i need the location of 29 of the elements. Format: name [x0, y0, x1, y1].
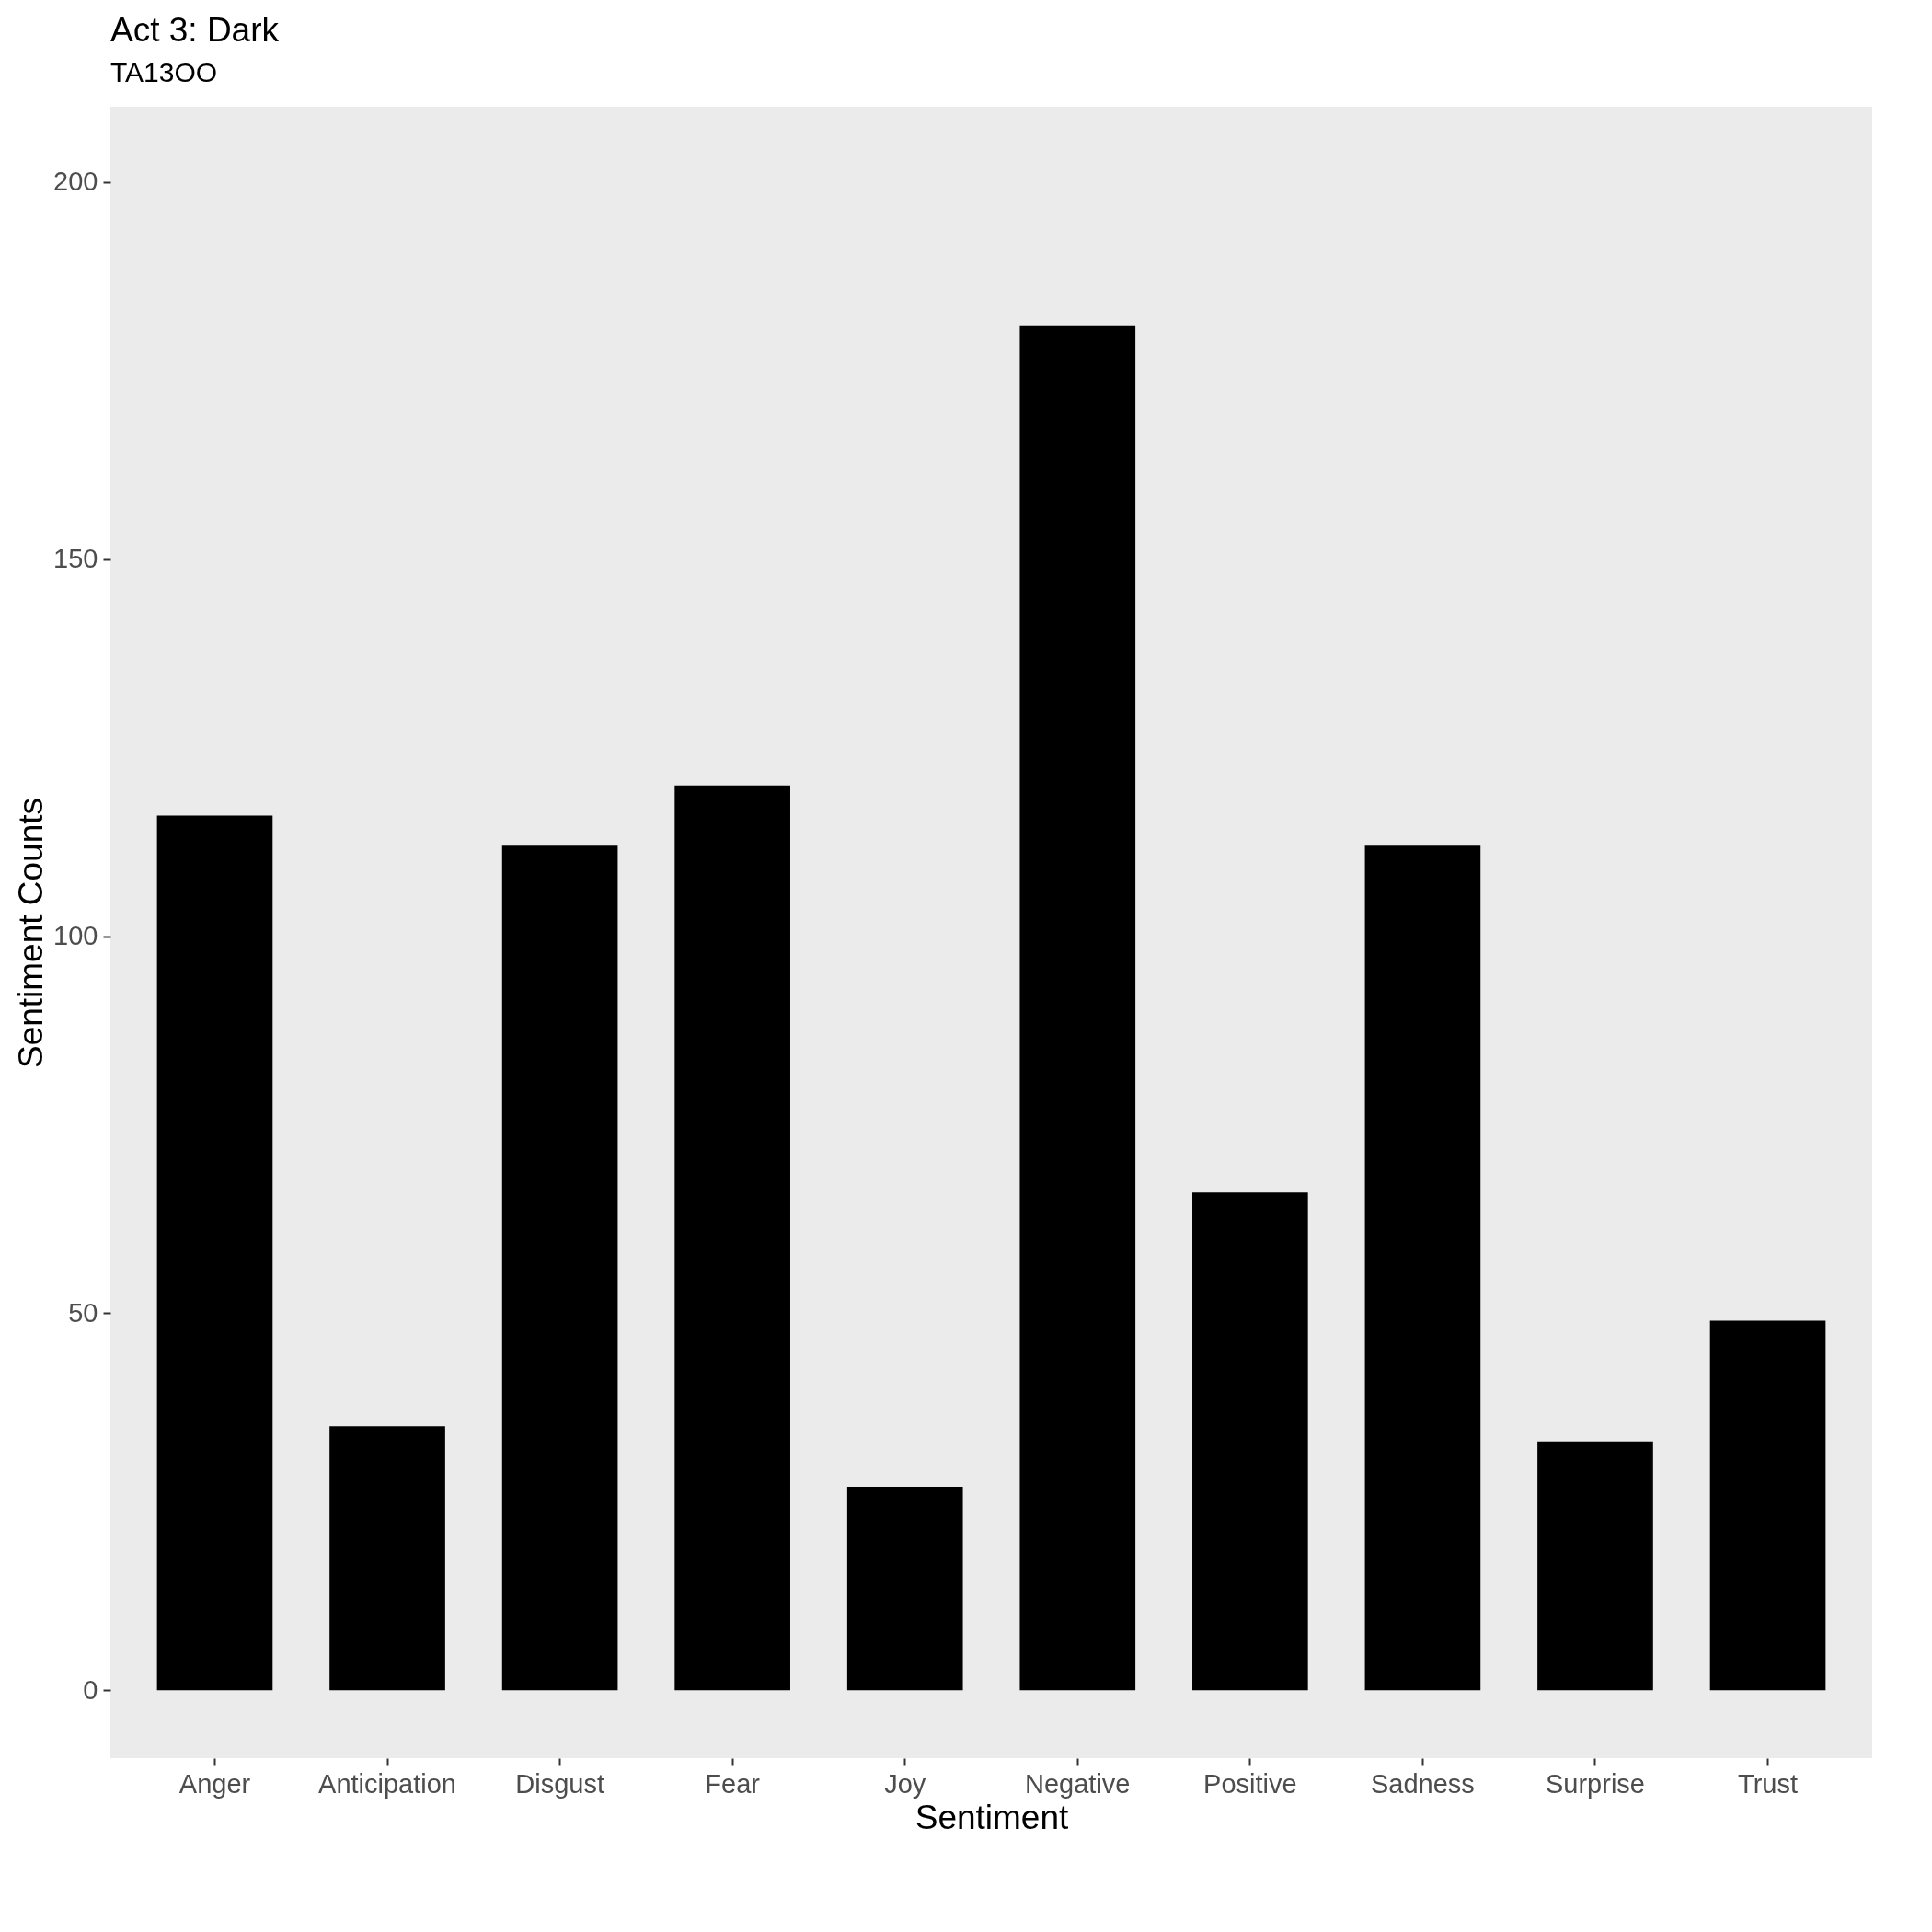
bar: [1364, 845, 1481, 1691]
x-tick-label: Anger: [178, 1768, 251, 1799]
x-tick-label: Fear: [705, 1768, 761, 1799]
bar: [329, 1426, 445, 1691]
bar: [1709, 1320, 1826, 1691]
x-tick-label: Positive: [1203, 1768, 1297, 1799]
chart-title: Act 3: Dark: [110, 11, 280, 49]
y-axis-title: Sentiment Counts: [12, 797, 51, 1069]
y-tick-label: 0: [83, 1674, 98, 1705]
x-tick-label: Joy: [884, 1768, 926, 1799]
bar: [1019, 325, 1136, 1691]
y-tick-label: 100: [53, 921, 98, 951]
y-tick-label: 200: [53, 167, 98, 197]
y-tick-label: 50: [68, 1297, 98, 1328]
bar: [501, 845, 618, 1691]
chart-subtitle: TA13OO: [110, 57, 218, 87]
x-tick-label: Surprise: [1545, 1768, 1645, 1799]
x-tick-label: Trust: [1738, 1768, 1799, 1799]
x-axis-title: Sentiment: [914, 1798, 1070, 1836]
x-tick-label: Negative: [1025, 1768, 1131, 1799]
bar: [1192, 1192, 1308, 1691]
bar: [1537, 1441, 1653, 1691]
bar: [156, 815, 273, 1691]
bar: [674, 785, 790, 1691]
bar: [846, 1486, 963, 1691]
x-tick-label: Sadness: [1370, 1768, 1475, 1799]
x-tick-label: Disgust: [515, 1768, 604, 1799]
y-tick-label: 150: [53, 544, 98, 574]
x-tick-label: Anticipation: [318, 1768, 456, 1799]
